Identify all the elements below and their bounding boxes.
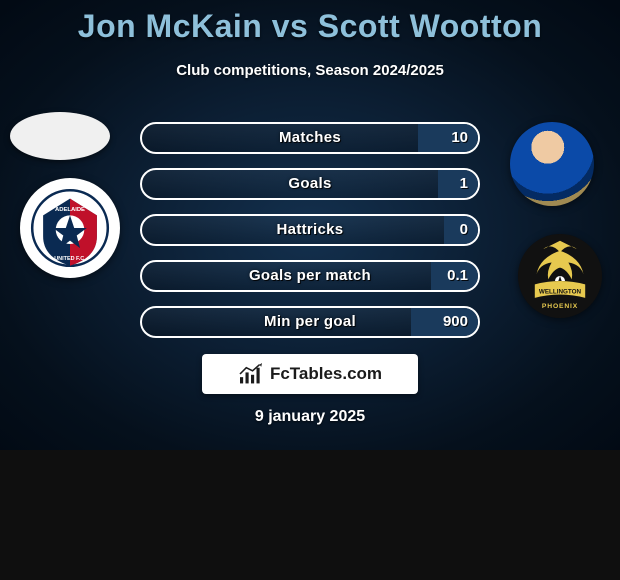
comparison-card: Jon McKain vs Scott Wootton Club competi… — [0, 0, 620, 580]
stat-row: Goals1 — [140, 168, 480, 200]
player1-avatar — [10, 112, 110, 160]
adelaide-united-icon: ADELAIDE UNITED F.C. — [28, 186, 112, 270]
chart-icon — [238, 363, 264, 385]
stat-value-right: 900 — [443, 308, 468, 336]
stats-panel: Matches10Goals1Hattricks0Goals per match… — [140, 122, 480, 352]
svg-text:WELLINGTON: WELLINGTON — [539, 289, 582, 296]
svg-text:ADELAIDE: ADELAIDE — [55, 207, 85, 213]
bottom-bar — [0, 450, 620, 580]
stat-value-right: 0.1 — [447, 262, 468, 290]
stat-value-right: 10 — [451, 124, 468, 152]
player2-club-badge: WELLINGTON PHOENIX — [518, 234, 602, 318]
stat-row: Goals per match0.1 — [140, 260, 480, 292]
svg-text:PHOENIX: PHOENIX — [542, 303, 578, 310]
stat-label: Min per goal — [142, 308, 478, 336]
brand-badge[interactable]: FcTables.com — [202, 354, 418, 394]
stat-label: Goals — [142, 170, 478, 198]
brand-text: FcTables.com — [270, 364, 382, 384]
vs-text: vs — [272, 8, 309, 44]
page-title: Jon McKain vs Scott Wootton — [0, 8, 620, 45]
player2-name: Scott Wootton — [318, 8, 543, 44]
stat-label: Goals per match — [142, 262, 478, 290]
player1-name: Jon McKain — [78, 8, 263, 44]
date-text: 9 january 2025 — [0, 408, 620, 426]
stat-row: Min per goal900 — [140, 306, 480, 338]
stat-row: Matches10 — [140, 122, 480, 154]
stat-label: Hattricks — [142, 216, 478, 244]
player1-club-badge: ADELAIDE UNITED F.C. — [20, 178, 120, 278]
stat-label: Matches — [142, 124, 478, 152]
svg-text:UNITED F.C.: UNITED F.C. — [54, 256, 86, 262]
wellington-phoenix-icon: WELLINGTON PHOENIX — [518, 234, 602, 318]
stat-value-right: 1 — [460, 170, 468, 198]
stat-value-right: 0 — [460, 216, 468, 244]
player2-avatar — [510, 122, 594, 206]
subtitle: Club competitions, Season 2024/2025 — [0, 62, 620, 79]
stat-row: Hattricks0 — [140, 214, 480, 246]
